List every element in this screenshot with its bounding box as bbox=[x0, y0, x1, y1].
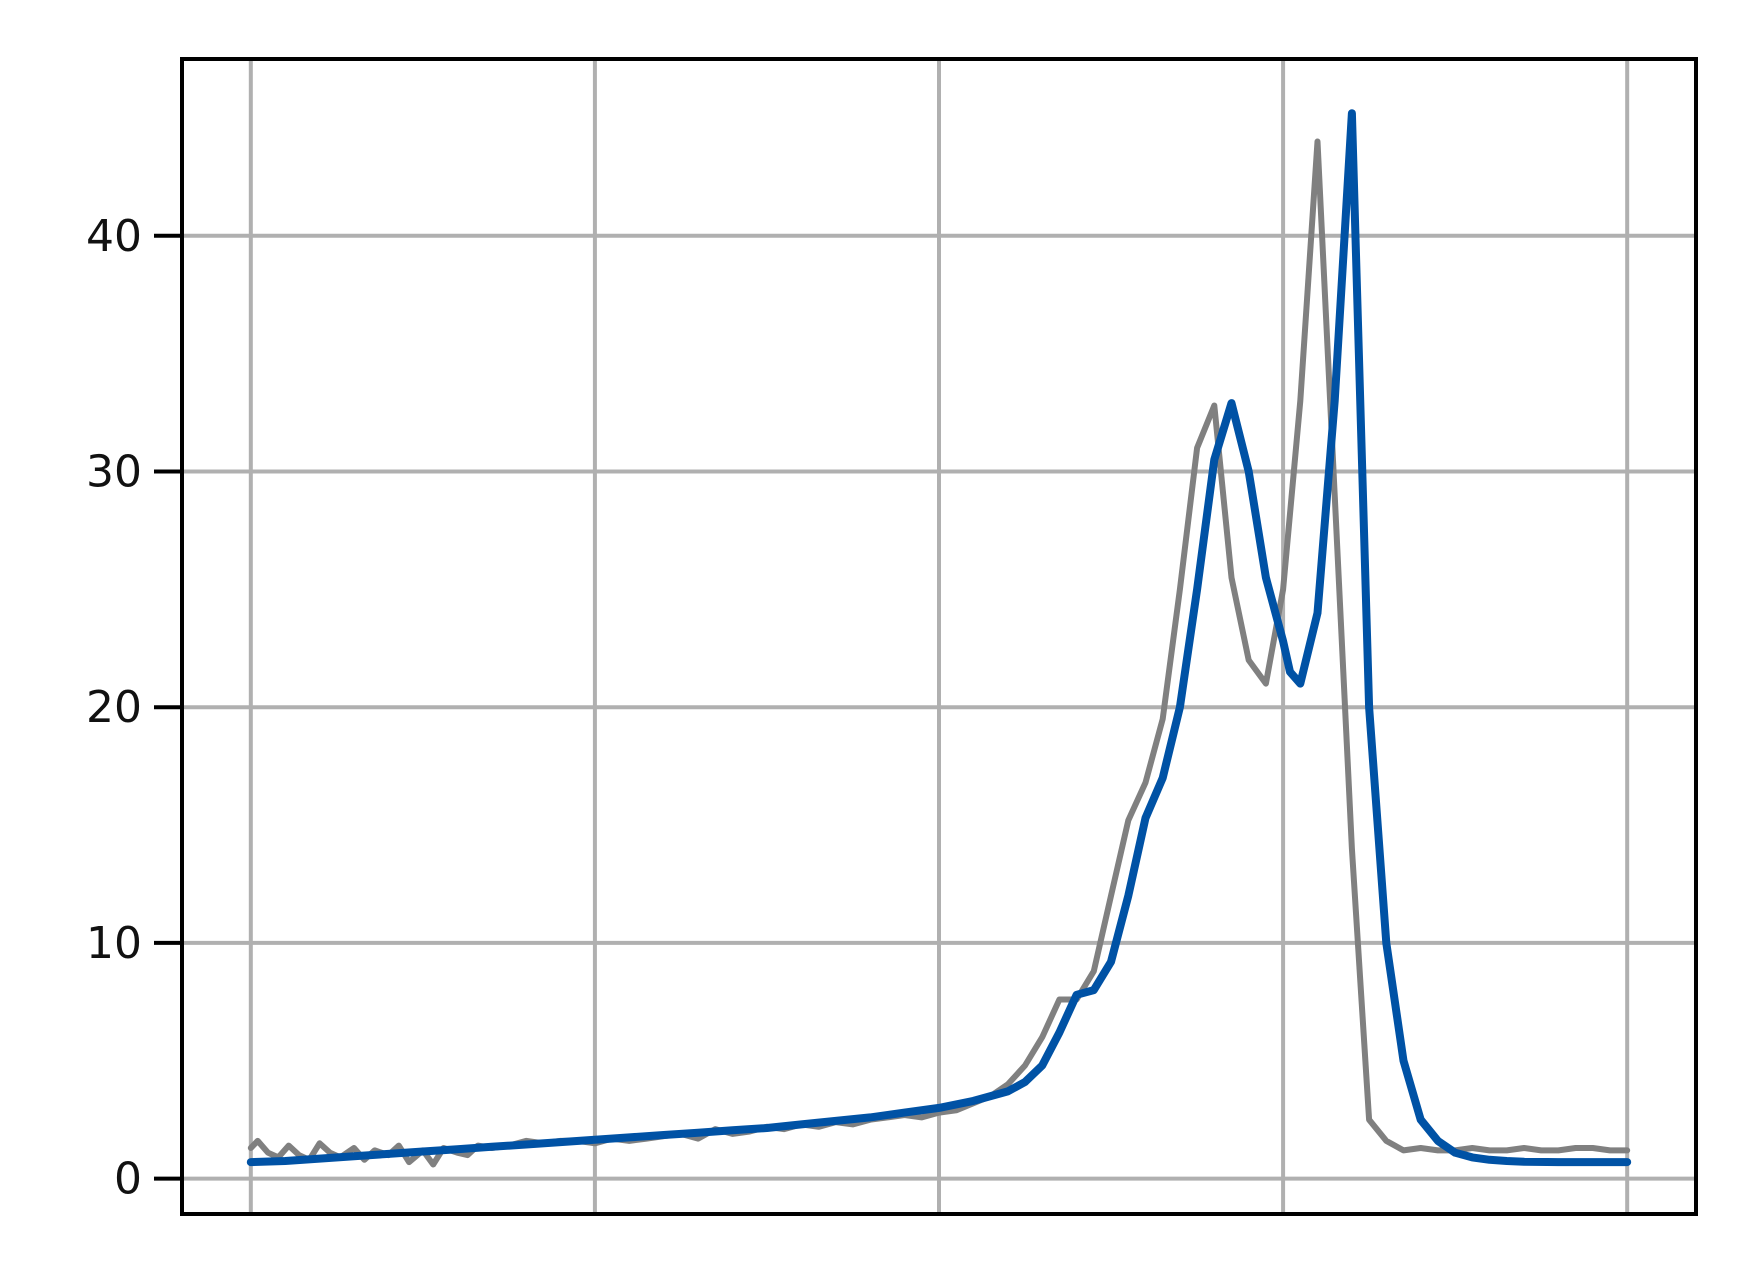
y-tick-label: 10 bbox=[86, 918, 142, 969]
y-tick-label: 20 bbox=[86, 682, 142, 733]
y-axis-ticks: 0 10 20 30 40 bbox=[86, 211, 182, 1205]
series-group bbox=[246, 109, 1632, 1168]
y-tick-label: 0 bbox=[114, 1154, 142, 1205]
y-tick-label: 30 bbox=[86, 447, 142, 498]
plot-frame bbox=[180, 57, 1698, 1216]
series-line-fit bbox=[246, 109, 1632, 1167]
y-tick-label: 40 bbox=[86, 211, 142, 262]
grid-lines bbox=[182, 59, 1696, 1214]
